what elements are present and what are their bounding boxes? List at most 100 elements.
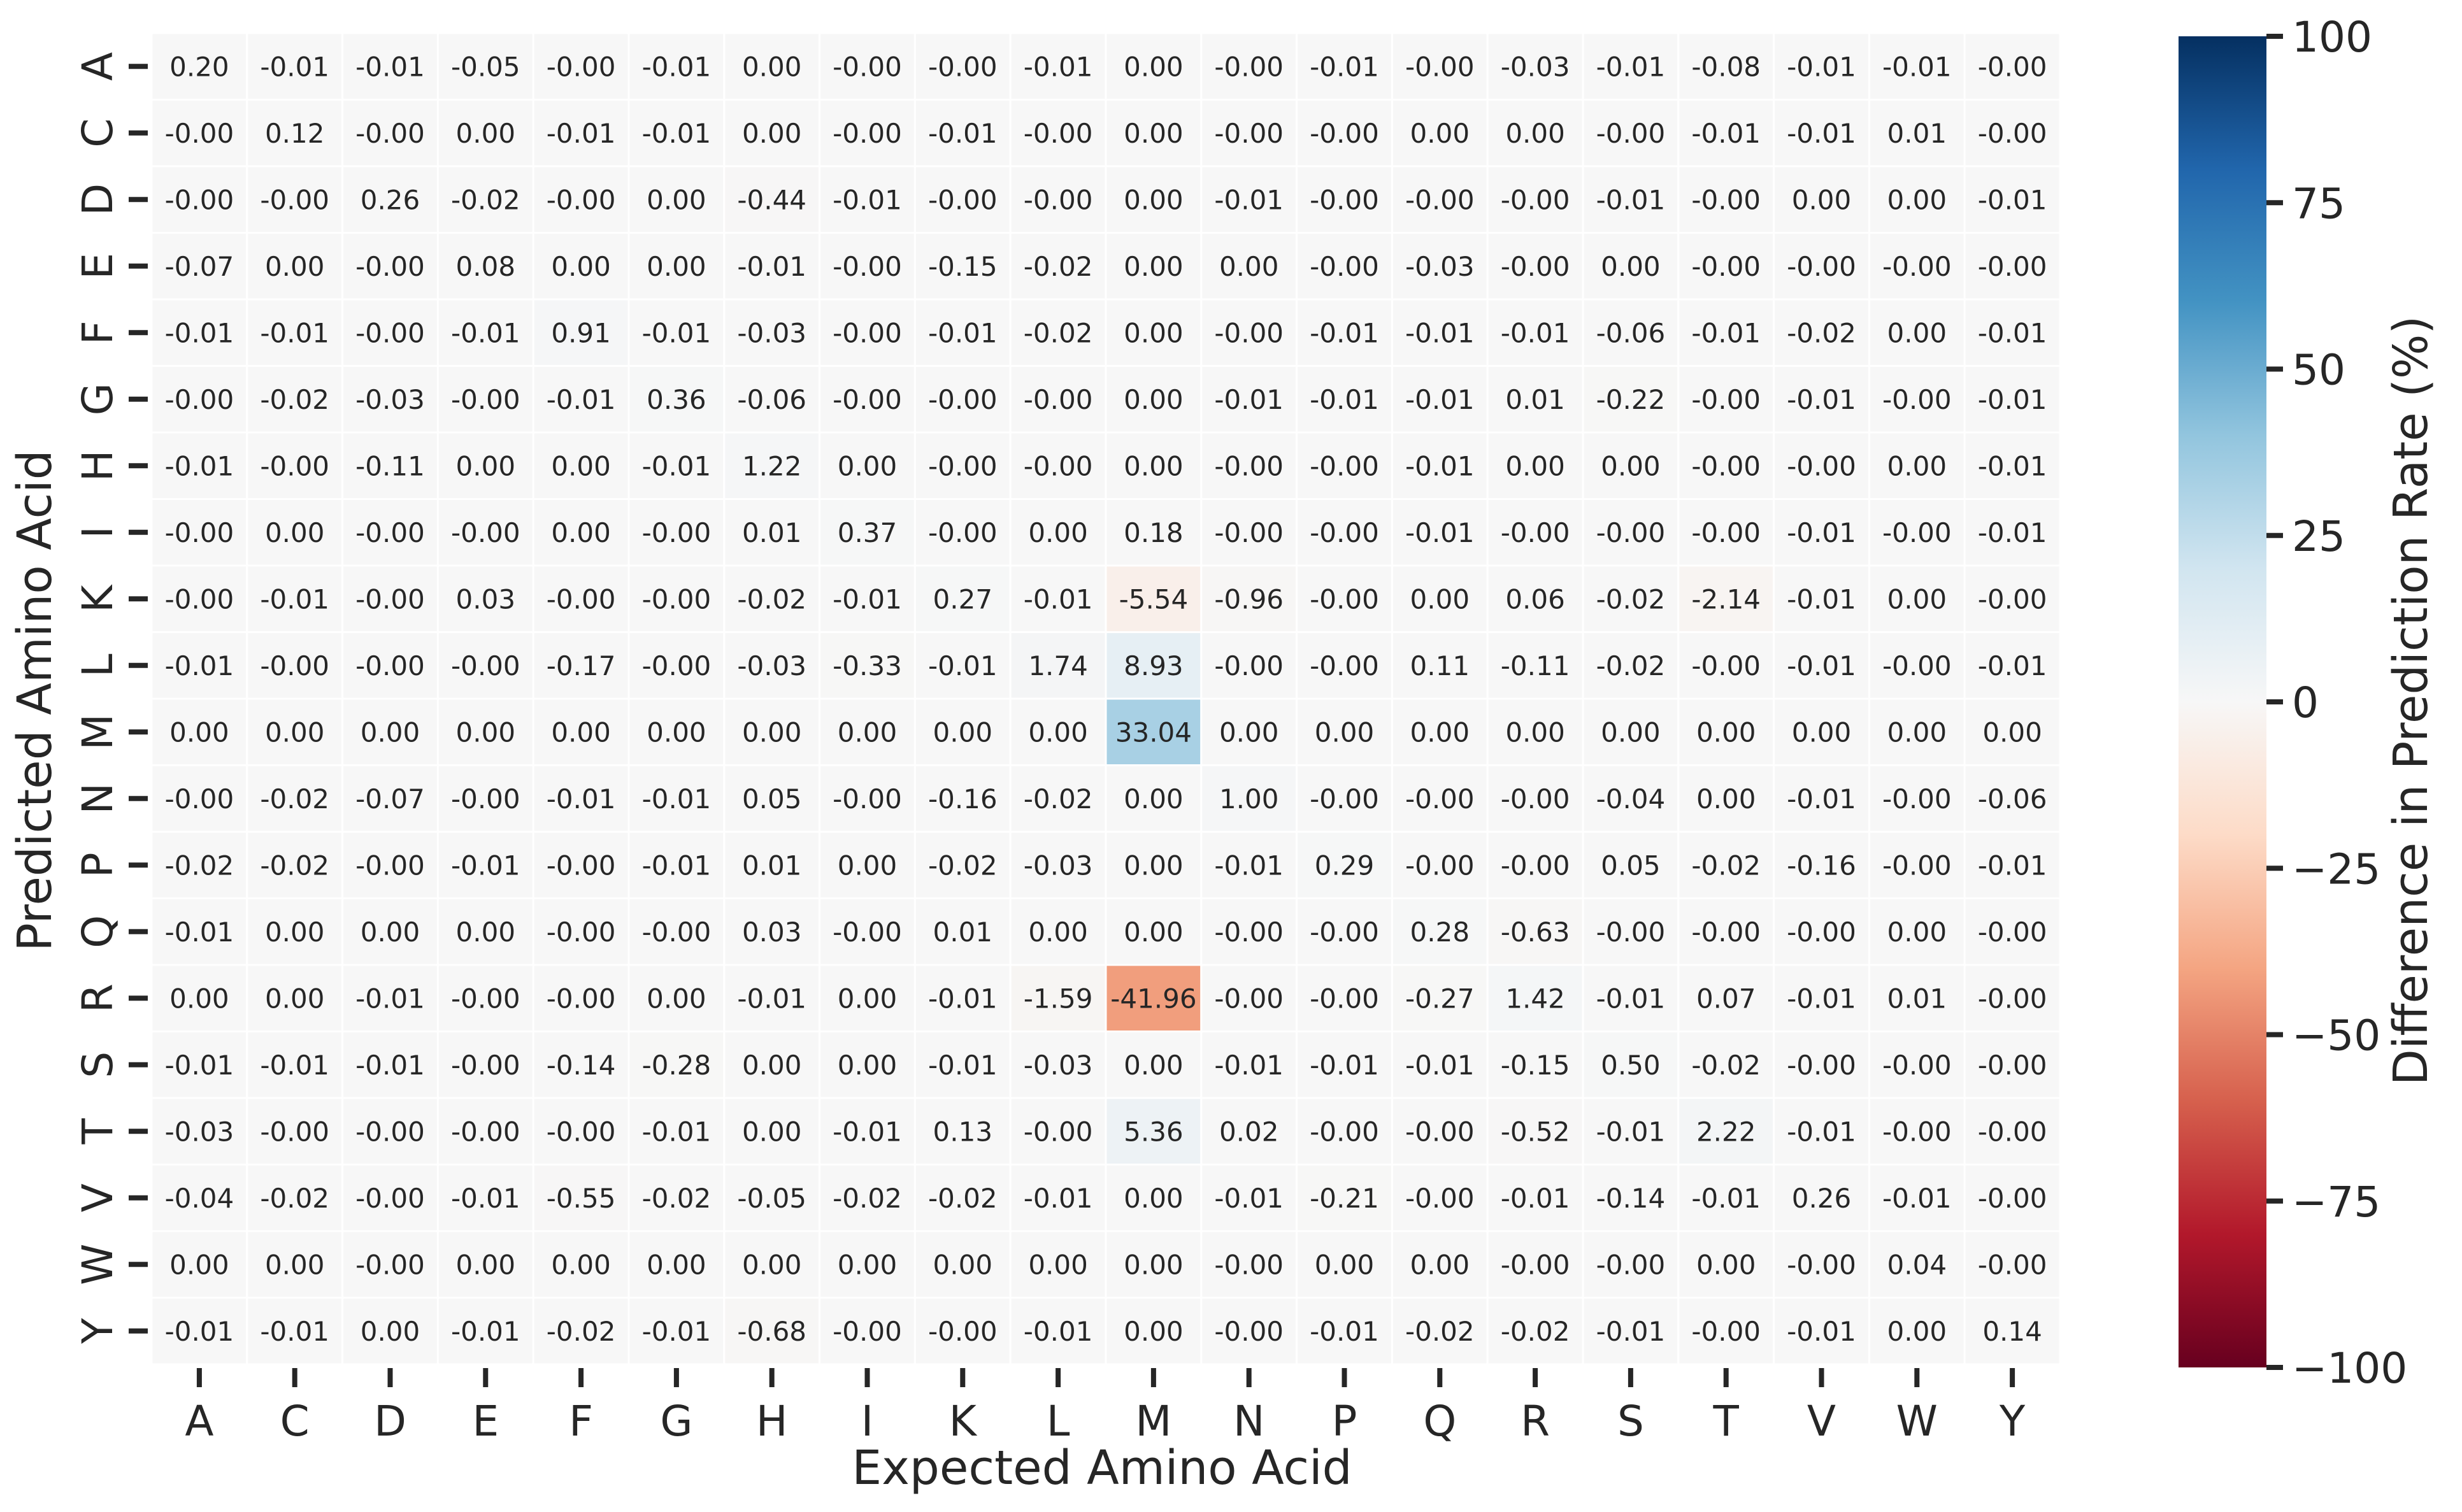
heatmap-cell: [819, 32, 916, 101]
cell-value-label: -0.01: [928, 1050, 998, 1081]
cell-value-label: -0.01: [1310, 384, 1379, 415]
cell-value-label: -0.00: [355, 251, 425, 282]
cell-value-label: -0.00: [1978, 1249, 2047, 1280]
heatmap-cell: [1105, 964, 1203, 1032]
x-tick-label: A: [185, 1397, 213, 1446]
cell-value-label: 0.00: [265, 1249, 325, 1280]
cell-value-label: 0.00: [1601, 717, 1661, 748]
cell-value-label: 0.00: [1696, 1249, 1756, 1280]
cell-value-label: 0.03: [456, 583, 516, 615]
y-tick-label: K: [73, 584, 122, 613]
x-tick-label: P: [1332, 1397, 1357, 1446]
cell-value-label: -0.00: [642, 650, 712, 681]
colorbar: 100 75 50 25 0 −25 −50 −75 −100: [2179, 13, 2407, 1393]
heatmap-cell: [532, 298, 630, 367]
heatmap-cell: [1009, 831, 1107, 899]
heatmap-cell: [1963, 232, 2061, 301]
heatmap-cell: [1200, 697, 1298, 766]
heatmap-cell: [1773, 964, 1870, 1032]
heatmap-cell: [341, 498, 439, 567]
cell-value-label: -0.00: [928, 51, 998, 82]
heatmap-cell: [1773, 1230, 1870, 1299]
x-tick-label: W: [1896, 1397, 1938, 1446]
heatmap-cell: [1009, 232, 1107, 301]
heatmap-cell: [150, 32, 248, 101]
cell-value-label: -0.01: [833, 184, 902, 215]
heatmap-cell: [1582, 697, 1680, 766]
heatmap-cell: [819, 498, 916, 567]
cell-value-label: 0.00: [1315, 717, 1375, 748]
cell-value-label: -0.00: [1310, 251, 1379, 282]
cell-value-label: -0.07: [165, 251, 234, 282]
cell-value-label: -0.00: [165, 583, 234, 615]
heatmap-cell: [341, 1097, 439, 1166]
y-tick-label: W: [73, 1244, 122, 1285]
cell-value-label: -0.02: [1691, 850, 1761, 881]
heatmap-cell: [627, 831, 726, 899]
cell-value-label: 0.00: [1410, 717, 1470, 748]
y-axis-ticks: A C D E F G H I K L M N P Q R S T V W Y: [73, 52, 148, 1344]
cell-value-label: -0.00: [547, 51, 616, 82]
cell-value-label: -0.00: [1310, 517, 1379, 548]
cell-value-label: 0.00: [551, 450, 611, 481]
cell-value-label: -0.00: [1978, 583, 2047, 615]
cell-value-label: 0.00: [551, 717, 611, 748]
colorbar-label: Difference in Prediction Rate (%): [2384, 316, 2438, 1085]
x-tick-label: T: [1713, 1397, 1740, 1446]
heatmap-cell: [1773, 232, 1870, 301]
cell-value-label: -0.01: [1978, 650, 2047, 681]
heatmap-cell: [913, 1097, 1012, 1166]
heatmap-cell: [723, 764, 821, 833]
heatmap-cell: [1773, 431, 1870, 500]
heatmap-cell: [1868, 564, 1966, 633]
cell-value-label: -0.03: [1501, 51, 1570, 82]
cell-value-label: 0.00: [1601, 251, 1661, 282]
cell-value-label: -0.03: [737, 650, 806, 681]
cell-value-label: -0.00: [1214, 51, 1284, 82]
cell-value-label: -0.00: [1310, 650, 1379, 681]
heatmap-cell: [1486, 165, 1584, 234]
cell-value-label: 0.00: [1124, 317, 1184, 348]
heatmap-cell: [627, 697, 726, 766]
x-tick-label: Q: [1423, 1397, 1456, 1446]
cell-value-label: -0.00: [642, 916, 712, 948]
heatmap-cell: [1677, 232, 1775, 301]
cell-value-label: 0.00: [742, 51, 802, 82]
cell-value-label: -0.28: [642, 1050, 712, 1081]
cell-value-label: -0.00: [833, 317, 902, 348]
cell-value-label: 0.00: [361, 916, 420, 948]
cell-value-label: -0.21: [1310, 1183, 1379, 1214]
cell-value-label: -0.00: [1024, 184, 1093, 215]
cell-value-label: -0.00: [260, 1116, 329, 1147]
cell-value-label: -0.01: [1405, 1050, 1475, 1081]
cell-value-label: 0.07: [1696, 983, 1756, 1014]
cell-value-label: 0.00: [742, 1050, 802, 1081]
cell-value-label: -0.01: [355, 51, 425, 82]
cell-value-label: 1.74: [1028, 650, 1088, 681]
heatmap-cell: [1486, 1230, 1584, 1299]
cell-value-label: -0.00: [1214, 916, 1284, 948]
cell-value-label: -0.17: [547, 650, 616, 681]
cell-value-label: -0.00: [355, 650, 425, 681]
cell-value-label: -0.00: [833, 1316, 902, 1347]
colorbar-tick-label: 50: [2292, 346, 2345, 395]
cell-value-label: -0.00: [1214, 983, 1284, 1014]
cell-value-label: 0.00: [647, 983, 706, 1014]
heatmap-cell: [150, 897, 248, 966]
heatmap-cell: [1773, 365, 1870, 434]
cell-value-label: -0.00: [1214, 650, 1284, 681]
cell-value-label: -0.00: [1691, 184, 1761, 215]
heatmap-cell: [913, 1297, 1012, 1366]
cell-value-label: -0.00: [451, 1116, 520, 1147]
heatmap-cell: [723, 697, 821, 766]
heatmap-cell: [913, 631, 1012, 700]
cell-value-label: -0.01: [1501, 1183, 1570, 1214]
cell-value-label: 0.00: [456, 450, 516, 481]
y-tick-label: R: [73, 983, 122, 1013]
cell-value-label: 0.14: [1982, 1316, 2042, 1347]
cell-value-label: -0.01: [165, 916, 234, 948]
heatmap-cell: [1391, 165, 1489, 234]
cell-value-label: -0.11: [1501, 650, 1570, 681]
cell-value-label: 0.20: [169, 51, 229, 82]
cell-value-label: 0.00: [1887, 1316, 1947, 1347]
